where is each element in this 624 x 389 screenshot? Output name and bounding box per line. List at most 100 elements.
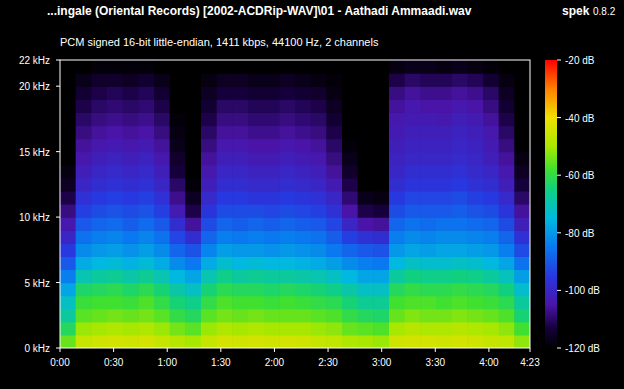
cell — [389, 86, 405, 100]
cell — [91, 86, 107, 100]
cell — [326, 125, 342, 139]
x-tick-label: 4:23 — [520, 357, 540, 368]
cell — [264, 283, 280, 297]
x-tick — [274, 348, 275, 352]
cell — [342, 152, 358, 166]
cell — [389, 309, 405, 323]
cell — [60, 60, 76, 74]
cell — [185, 112, 201, 126]
cell — [311, 269, 327, 283]
cell — [405, 165, 421, 179]
cell — [217, 60, 233, 74]
cell — [170, 99, 186, 113]
cell — [467, 165, 483, 179]
cell — [420, 178, 436, 192]
cell — [185, 269, 201, 283]
cell — [154, 296, 170, 310]
cell — [358, 243, 374, 257]
cell — [185, 256, 201, 270]
cell — [201, 217, 217, 231]
y-tick — [56, 86, 60, 87]
cell — [185, 230, 201, 244]
cell — [373, 191, 389, 205]
cell — [60, 178, 76, 192]
cell — [405, 178, 421, 192]
cell — [217, 322, 233, 336]
cell — [107, 283, 123, 297]
cell — [107, 178, 123, 192]
cell — [201, 283, 217, 297]
cell — [264, 296, 280, 310]
cell — [326, 335, 342, 348]
cell — [420, 217, 436, 231]
cell — [311, 86, 327, 100]
cell — [123, 152, 139, 166]
cell — [420, 125, 436, 139]
cell — [389, 152, 405, 166]
cell — [91, 178, 107, 192]
cell — [217, 309, 233, 323]
cell — [107, 309, 123, 323]
cell — [467, 230, 483, 244]
cell — [405, 256, 421, 270]
cell — [436, 256, 452, 270]
cell — [123, 178, 139, 192]
cell — [154, 335, 170, 348]
y-tick-label: 22 kHz — [19, 55, 50, 66]
cell — [217, 335, 233, 348]
cell — [76, 112, 92, 126]
cell — [76, 256, 92, 270]
cell — [373, 152, 389, 166]
cell — [185, 125, 201, 139]
cell — [499, 230, 515, 244]
cell — [170, 125, 186, 139]
cell — [342, 178, 358, 192]
cell — [154, 152, 170, 166]
cell — [499, 296, 515, 310]
cell — [248, 204, 264, 218]
cell — [217, 296, 233, 310]
cell — [342, 139, 358, 153]
cell — [311, 309, 327, 323]
cell — [358, 230, 374, 244]
cell — [248, 335, 264, 348]
cell — [201, 165, 217, 179]
cell — [358, 178, 374, 192]
cell — [342, 86, 358, 100]
cell — [514, 165, 530, 179]
cell — [185, 335, 201, 348]
cell — [373, 217, 389, 231]
cell — [311, 139, 327, 153]
cell — [107, 112, 123, 126]
cell — [326, 86, 342, 100]
y-tick-label: 15 kHz — [19, 147, 50, 158]
cell — [499, 60, 515, 74]
cell — [358, 165, 374, 179]
cell — [185, 204, 201, 218]
cell — [107, 139, 123, 153]
cell — [295, 335, 311, 348]
colorbar-tick-label: -100 dB — [565, 285, 600, 296]
cell — [170, 204, 186, 218]
cell — [170, 256, 186, 270]
cell — [232, 60, 248, 74]
cell — [311, 335, 327, 348]
cell — [91, 112, 107, 126]
cell — [514, 139, 530, 153]
cell — [436, 125, 452, 139]
cell — [264, 256, 280, 270]
cell — [358, 86, 374, 100]
cell — [138, 60, 154, 74]
cell — [483, 243, 499, 257]
cell — [452, 256, 468, 270]
cell — [279, 125, 295, 139]
cell — [123, 60, 139, 74]
cell — [467, 296, 483, 310]
cell — [279, 165, 295, 179]
cell — [514, 335, 530, 348]
cell — [452, 309, 468, 323]
cell — [436, 139, 452, 153]
cell — [248, 283, 264, 297]
cell — [405, 73, 421, 87]
cell — [154, 73, 170, 87]
